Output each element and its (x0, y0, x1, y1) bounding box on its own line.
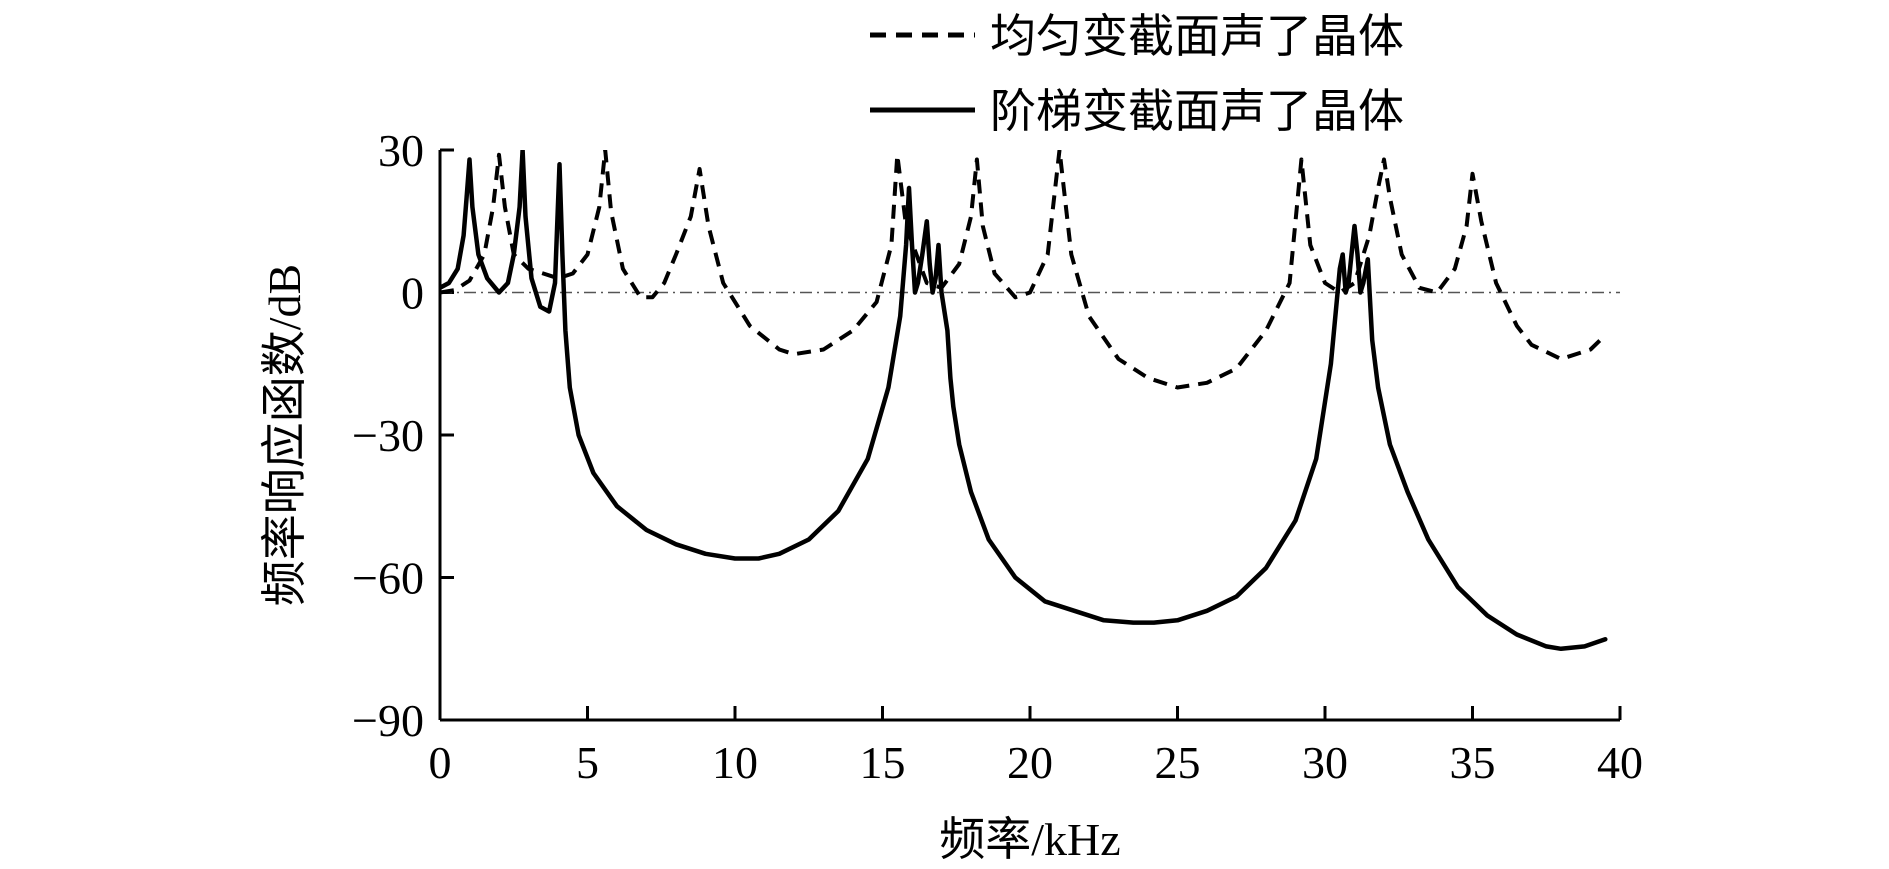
x-tick-labels: 0 5 10 15 20 25 30 35 40 (429, 737, 1644, 788)
y-tick-label: 30 (378, 125, 424, 176)
y-tick-label: −30 (352, 410, 424, 461)
y-tick-labels: 30 0 −30 −60 −90 (352, 125, 424, 746)
y-axis-title: 频率响应函数/dB (259, 264, 310, 606)
x-axis-title: 频率/kHz (939, 814, 1120, 865)
legend-label-uniform: 均匀变截面声了晶体 (990, 11, 1404, 62)
x-tick-label: 20 (1007, 737, 1053, 788)
y-tick-label: 0 (401, 268, 424, 319)
series-line-1 (440, 150, 1608, 652)
x-tick-label: 15 (860, 737, 906, 788)
y-tick-label: −90 (352, 695, 424, 746)
series-layer (440, 150, 1608, 652)
x-tick-label: 0 (429, 737, 452, 788)
legend-label-stepped: 阶梯变截面声了晶体 (990, 86, 1404, 137)
x-tick-label: 30 (1302, 737, 1348, 788)
x-tick-label: 40 (1597, 737, 1643, 788)
axes (438, 148, 1622, 722)
y-tick-label: −60 (352, 553, 424, 604)
legend: 均匀变截面声了晶体 阶梯变截面声了晶体 (870, 11, 1404, 137)
x-tick-label: 5 (576, 737, 599, 788)
x-tick-label: 25 (1155, 737, 1201, 788)
series-line-0 (440, 150, 1607, 390)
x-tick-label: 35 (1450, 737, 1496, 788)
x-tick-label: 10 (712, 737, 758, 788)
